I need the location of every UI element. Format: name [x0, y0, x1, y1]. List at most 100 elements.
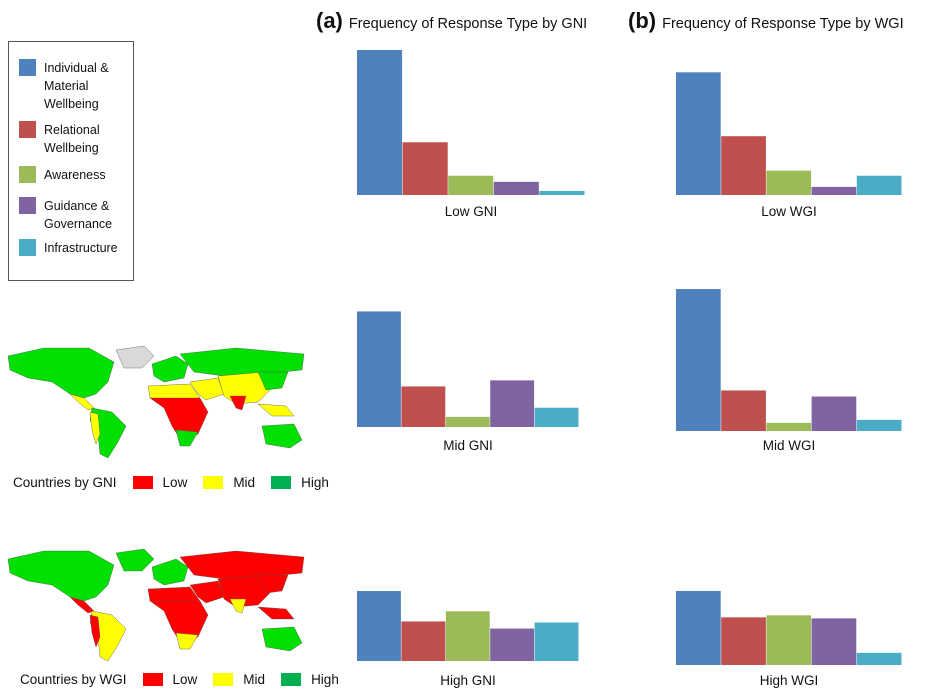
mid-label: Mid [233, 475, 256, 490]
map-region-australia [261, 626, 303, 652]
chart-low-wgi-plot [676, 72, 902, 195]
chart-high-gni-plot [357, 591, 579, 661]
legend-item-infrastructure: Infrastructure [19, 239, 122, 257]
chart-mid-gni: Mid GNI [357, 282, 579, 457]
map-region-southern-africa [175, 632, 199, 650]
legend-item-relational: Relational Wellbeing [19, 121, 122, 157]
bar-guidance-and-governance [811, 618, 857, 665]
legend-label: Relational Wellbeing [44, 123, 100, 155]
map-region-andes [89, 411, 101, 445]
low-swatch [132, 476, 153, 489]
panel-a-title: (a) Frequency of Response Type by GNI [316, 8, 587, 36]
chart-label: High GNI [440, 673, 496, 688]
chart-low-gni-plot [357, 50, 585, 195]
bar-awareness [766, 170, 812, 195]
bar-awareness [445, 611, 490, 661]
world-map-gni [7, 345, 305, 459]
map-caption: Countries by GNI [13, 475, 117, 490]
world-map-wgi [7, 548, 305, 662]
panel-b-title: (b) Frequency of Response Type by WGI [628, 8, 904, 36]
map-region-europe [151, 558, 189, 586]
map-region-southeast-asia [257, 606, 295, 620]
bar-awareness [766, 615, 812, 665]
legend-item-individual: Individual & Material Wellbeing [19, 59, 122, 113]
legend-swatch [19, 197, 36, 214]
map-region-south-asia [229, 395, 247, 411]
high-swatch [271, 476, 292, 489]
chart-low-gni: Low GNI [357, 50, 585, 220]
panel-b-title-text: Frequency of Response Type by WGI [662, 16, 904, 32]
mid-swatch [203, 476, 224, 489]
chart-legend: Individual & Material Wellbeing Relation… [8, 41, 134, 281]
legend-label: Infrastructure [44, 241, 118, 255]
mid-label: Mid [243, 672, 266, 687]
map-region-russia [179, 550, 305, 580]
chart-mid-gni-plot [357, 311, 579, 427]
high-swatch [281, 673, 302, 686]
bar-relational-wellbeing [402, 142, 448, 195]
legend-item-awareness: Awareness [19, 166, 122, 184]
chart-label: High WGI [759, 673, 819, 688]
bar-infrastructure [856, 175, 902, 195]
high-label: High [311, 672, 339, 687]
bar-infrastructure [534, 622, 579, 661]
map-region-greenland [115, 548, 155, 572]
map-region-middle-east [189, 580, 225, 604]
bar-guidance-and-governance [811, 396, 857, 431]
map-region-australia [261, 423, 303, 449]
low-swatch [142, 673, 163, 686]
bar-relational-wellbeing [401, 621, 446, 661]
legend-label: Individual & Material Wellbeing [44, 61, 109, 111]
bar-relational-wellbeing [721, 390, 766, 431]
legend-swatch [19, 59, 36, 76]
map-region-central-america [69, 393, 95, 411]
map-region-europe [151, 355, 189, 383]
bar-relational-wellbeing [721, 136, 766, 195]
bar-relational-wellbeing [401, 386, 446, 427]
bar-infrastructure [539, 190, 585, 195]
map-region-north-america [7, 550, 115, 602]
map-region-andes [89, 614, 101, 648]
chart-high-wgi-plot [676, 590, 902, 665]
map-region-southern-africa [175, 429, 199, 447]
map-legend-wgi: Countries by WGI Low Mid High [20, 672, 355, 687]
chart-label: Mid GNI [443, 438, 493, 453]
chart-label: Mid WGI [762, 438, 816, 453]
bar-guidance-and-governance [490, 628, 535, 661]
map-region-middle-east [189, 377, 225, 401]
map-region-southeast-asia [257, 403, 295, 417]
legend-label: Awareness [44, 168, 106, 182]
high-label: High [301, 475, 329, 490]
low-label: Low [172, 672, 198, 687]
bar-guidance-and-governance [493, 181, 539, 195]
chart-high-wgi: High WGI [676, 520, 902, 692]
map-region-greenland [115, 345, 155, 369]
mid-swatch [213, 673, 234, 686]
chart-mid-wgi: Mid WGI [676, 286, 902, 457]
map-region-russia [179, 347, 305, 377]
bar-individual-and-material-wellbeing [357, 311, 401, 427]
bar-awareness [766, 422, 812, 431]
chart-mid-wgi-plot [676, 289, 902, 431]
bar-infrastructure [856, 652, 902, 665]
chart-low-wgi: Low WGI [676, 50, 902, 220]
legend-swatch [19, 239, 36, 256]
chart-high-gni: High GNI [357, 516, 579, 692]
bar-relational-wellbeing [721, 617, 766, 665]
bar-individual-and-material-wellbeing [676, 590, 721, 665]
chart-label: Low GNI [444, 204, 498, 219]
panel-b-letter: (b) [628, 8, 657, 33]
bar-awareness [445, 416, 490, 427]
bar-guidance-and-governance [490, 380, 535, 427]
map-region-east-asia [257, 574, 289, 594]
legend-item-guidance: Guidance & Governance [19, 197, 122, 233]
bar-awareness [448, 175, 494, 195]
bar-individual-and-material-wellbeing [676, 289, 721, 431]
bar-infrastructure [534, 407, 579, 427]
bar-individual-and-material-wellbeing [676, 72, 721, 195]
low-label: Low [162, 475, 188, 490]
panel-a-letter: (a) [316, 8, 343, 33]
map-legend-gni: Countries by GNI Low Mid High [13, 475, 345, 490]
bar-individual-and-material-wellbeing [357, 591, 401, 661]
map-region-central-america [69, 596, 95, 614]
